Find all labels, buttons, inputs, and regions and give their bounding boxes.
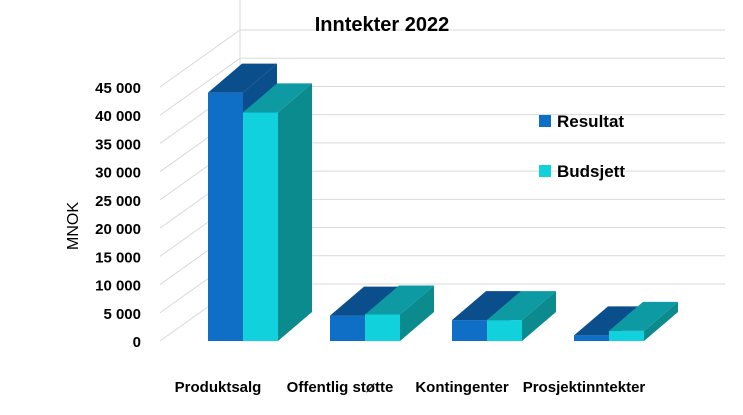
bar-top-resultat [574,306,643,336]
x-tick-label: Prosjektinntekter [523,379,646,396]
y-tick-label: 45 000 [95,80,141,97]
y-tick-label: 15 000 [95,249,141,266]
y-tick-label: 30 000 [95,165,141,182]
bar-resultat [330,315,365,341]
x-tick-label: Offentlig støtte [287,379,394,396]
bar-resultat [452,320,487,341]
legend-swatch-budsjett [539,165,551,177]
y-tick-label: 10 000 [95,278,141,295]
bar-budsjett [487,320,522,341]
bar-top-budsjett [365,285,434,315]
legend-swatch-resultat [539,115,551,127]
y-tick-label: 40 000 [95,108,141,125]
bar-budsjett [365,314,400,341]
y-tick-label: 5 000 [103,306,141,323]
x-tick-label: Kontingenter [415,379,508,396]
bar-side-budsjett [278,83,312,342]
bar-budsjett [609,330,644,341]
bar-top-budsjett [487,291,556,321]
y-tick-label: 0 [133,334,141,351]
bar-budsjett [243,112,278,342]
bar-resultat [574,335,609,341]
bar-top-budsjett [609,301,678,331]
y-tick-label: 20 000 [95,221,141,238]
bar-top-resultat [208,63,277,93]
y-tick-label: 35 000 [95,136,141,153]
bar-resultat [208,92,243,342]
x-tick-label: Produktsalg [175,379,262,396]
bar-side-budsjett [644,301,678,341]
y-axis-label: MNOK [65,202,82,250]
bar-side-budsjett [400,285,434,341]
bar-side-budsjett [522,291,556,341]
bar-top-budsjett [243,83,312,113]
bar-top-resultat [452,291,521,321]
legend-label-resultat: Resultat [557,112,624,131]
y-tick-label: 25 000 [95,193,141,210]
legend-label-budsjett: Budsjett [557,162,625,181]
bar-top-resultat [330,286,399,316]
chart-title: Inntekter 2022 [315,14,450,36]
